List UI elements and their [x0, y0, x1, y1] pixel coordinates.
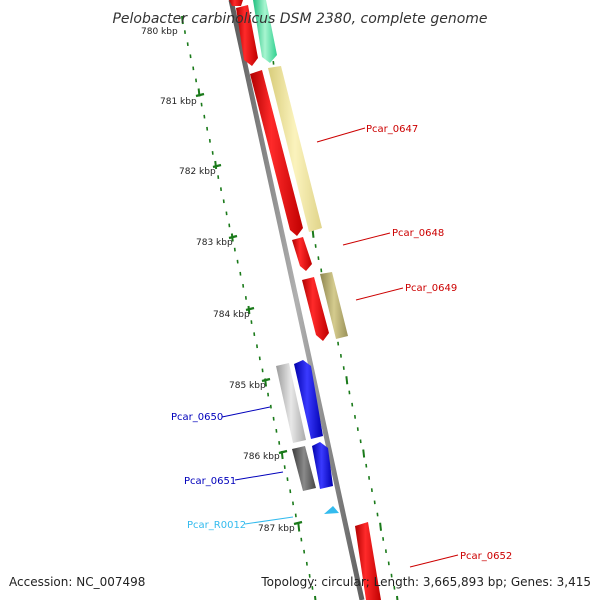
gene-arrow-yellow-long[interactable]	[268, 66, 322, 232]
gene-labels: Pcar_0647 Pcar_0648 Pcar_0649 Pcar_0650 …	[171, 124, 512, 562]
label-leaders	[221, 127, 459, 568]
tick-label: 787 kbp	[258, 524, 295, 534]
gene-arrow-red-0649[interactable]	[302, 277, 329, 341]
tick-label: 782 kbp	[179, 167, 216, 177]
tick-label: 786 kbp	[243, 452, 280, 462]
gene-arrow-blue-0650[interactable]	[294, 360, 323, 439]
outer-tick-mark	[379, 522, 382, 531]
tick-label: 784 kbp	[213, 310, 250, 320]
inner-tick-mark	[181, 15, 184, 25]
major-tick-mark	[195, 92, 205, 98]
map-title: Pelobacter carbinolicus DSM 2380, comple…	[112, 11, 487, 27]
inner-tick-mark	[314, 595, 317, 600]
outer-tick-mark	[396, 595, 399, 600]
gene-arrow-top-red-partial[interactable]	[229, 0, 243, 6]
gene-arrow-top-red[interactable]	[236, 5, 258, 66]
gene-arrow-blue-0651[interactable]	[312, 442, 333, 489]
gene-label-0651[interactable]: Pcar_0651	[184, 476, 236, 487]
gene-arrow-red-long[interactable]	[250, 70, 303, 236]
gene-features	[229, 0, 381, 600]
inner-tick-mark	[214, 160, 218, 170]
gene-arrow-cyan-R0012[interactable]	[324, 506, 339, 514]
major-tick-mark	[293, 520, 303, 526]
gene-label-0648[interactable]: Pcar_0648	[392, 228, 444, 239]
gene-arrow-olive[interactable]	[320, 272, 348, 339]
genome-backbone	[228, 0, 365, 600]
tick-label: 785 kbp	[229, 381, 266, 391]
gene-label-0647[interactable]: Pcar_0647	[366, 124, 418, 135]
gene-arrow-teal[interactable]	[253, 0, 277, 63]
gene-arrow-gray-dark[interactable]	[292, 446, 316, 491]
gene-arrow-gray-light[interactable]	[276, 363, 306, 443]
major-tick-mark	[261, 377, 271, 383]
inner-tick-mark	[297, 523, 301, 532]
major-tick-mark	[228, 234, 238, 240]
tick-label: 783 kbp	[196, 238, 233, 248]
major-tick-mark	[278, 449, 288, 455]
gene-label-0649[interactable]: Pcar_0649	[405, 283, 457, 294]
tick-guides	[181, 9, 399, 600]
gene-arrow-red-0648[interactable]	[292, 237, 312, 271]
gene-label-0652[interactable]: Pcar_0652	[460, 551, 512, 562]
accession-text: Accession: NC_007498	[9, 575, 145, 589]
tick-labels: 780 kbp 781 kbp 782 kbp 783 kbp 784 kbp …	[141, 27, 295, 534]
major-tick-mark	[212, 163, 222, 169]
gene-arrow-red-0652[interactable]	[355, 522, 381, 600]
tick-label: 780 kbp	[141, 27, 178, 37]
outer-tick-mark	[311, 229, 315, 238]
major-tick-mark	[245, 306, 255, 312]
outer-tick-mark	[362, 449, 366, 458]
gene-label-0650[interactable]: Pcar_0650	[171, 412, 223, 423]
gene-label-R0012[interactable]: Pcar_R0012	[187, 520, 246, 531]
topology-text: Topology: circular; Length: 3,665,893 bp…	[260, 575, 591, 589]
outer-tick-mark	[345, 376, 349, 385]
tick-label: 781 kbp	[160, 97, 197, 107]
